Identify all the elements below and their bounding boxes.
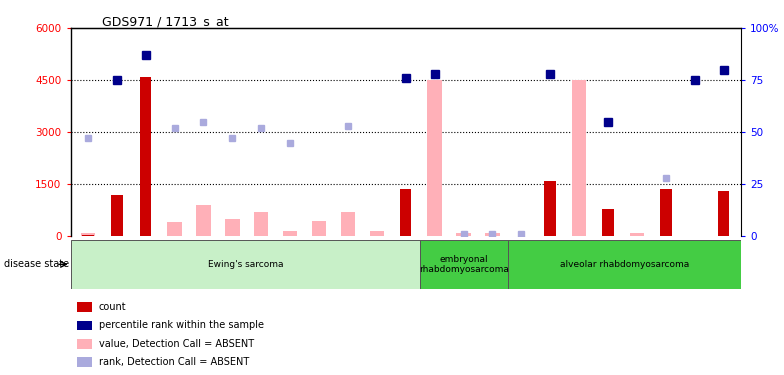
Bar: [630, 234, 644, 236]
Bar: [369, 231, 384, 236]
Bar: [78, 302, 92, 312]
Bar: [485, 234, 499, 236]
Text: embryonal
rhabdomyosarcoma: embryonal rhabdomyosarcoma: [419, 255, 509, 274]
Bar: [660, 189, 672, 236]
Bar: [544, 181, 556, 236]
Bar: [78, 321, 92, 330]
Text: value, Detection Call = ABSENT: value, Detection Call = ABSENT: [99, 339, 254, 349]
Bar: [225, 219, 240, 236]
Bar: [82, 234, 93, 236]
Bar: [71, 240, 420, 289]
Bar: [508, 240, 741, 289]
Bar: [196, 205, 211, 236]
Text: Ewing's sarcoma: Ewing's sarcoma: [208, 260, 283, 269]
Bar: [283, 231, 297, 236]
Bar: [400, 189, 412, 236]
Bar: [572, 80, 586, 236]
Text: GDS971 / 1713_s_at: GDS971 / 1713_s_at: [102, 15, 229, 28]
Text: rank, Detection Call = ABSENT: rank, Detection Call = ABSENT: [99, 357, 249, 367]
Bar: [167, 222, 182, 236]
Text: percentile rank within the sample: percentile rank within the sample: [99, 321, 263, 330]
Text: count: count: [99, 302, 126, 312]
Bar: [81, 234, 95, 236]
Bar: [312, 220, 326, 236]
Bar: [111, 195, 122, 236]
Bar: [602, 209, 614, 236]
Bar: [718, 191, 729, 236]
Bar: [78, 339, 92, 349]
Bar: [254, 212, 268, 236]
Text: alveolar rhabdomyosarcoma: alveolar rhabdomyosarcoma: [560, 260, 689, 269]
Bar: [341, 212, 355, 236]
Bar: [78, 357, 92, 367]
Text: disease state: disease state: [4, 260, 69, 269]
Bar: [456, 234, 470, 236]
Bar: [420, 240, 508, 289]
Bar: [140, 77, 151, 236]
Bar: [427, 80, 442, 236]
